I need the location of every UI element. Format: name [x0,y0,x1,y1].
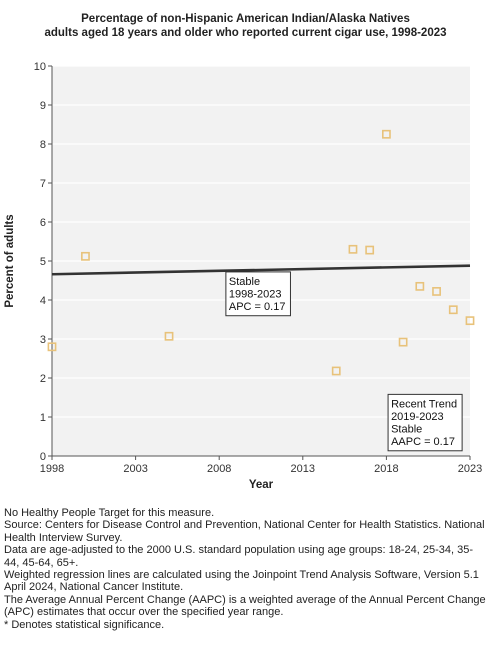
data-point-2000 [81,251,90,261]
x-tick-label-0: 1998 [40,463,64,475]
y-tick-label-4: 4 [40,295,46,307]
chart-title-line-2: adults aged 18 years and older who repor… [44,27,447,39]
note-age-adjustment: Data are age-adjusted to the 2000 U.S. s… [4,544,474,569]
data-point-2015 [331,366,341,376]
data-point-2016 [348,244,358,254]
x-tick-label-1: 2003 [123,463,147,475]
data-point-2019 [398,337,408,347]
data-point-2020 [415,281,425,291]
annotation-2-line-3: Stable [391,424,422,436]
chart-title: Percentage of non-Hispanic American Indi… [0,12,491,40]
data-point-2017 [365,245,375,255]
y-tick-label-7: 7 [40,178,46,190]
y-tick-label-6: 6 [40,217,46,229]
data-point-2021 [432,287,441,296]
annotation-1-line-3: APC = 0.17 [229,301,286,313]
annotation-2-line-2: 2019-2023 [391,411,444,423]
note-significance: * Denotes statistical significance. [4,618,165,631]
data-point-2022 [448,305,458,315]
y-tick-label-5: 5 [40,256,46,268]
data-point-2005 [164,331,174,341]
y-tick-label-8: 8 [40,139,46,151]
note-source: Source: Centers for Disease Control and … [4,519,485,544]
data-point-2018 [381,129,391,139]
note-aapc: The Average Annual Percent Change (AAPC)… [4,593,486,619]
annotation-2-line-1: Recent Trend [391,398,457,410]
y-tick-label-9: 9 [40,100,46,112]
data-point-2023 [465,316,475,326]
annotation-box-1 [225,271,291,317]
chart-title-line-1: Percentage of non-Hispanic American Indi… [81,13,410,25]
trend-line [51,264,471,276]
data-point-1998 [47,342,57,352]
chart-svg: 0 1 2 3 4 5 6 7 8 9 10 1998 2003 2008 2013 2018 2023 Year… [4,61,482,491]
y-tick-label-3: 3 [40,334,46,346]
note-healthy-people: No Healthy People Target for this measur… [4,507,215,519]
note-joinpoint: Weighted regression lines are calculated… [4,569,479,594]
annotation-2-line-4: AAPC = 0.17 [391,436,455,448]
x-tick-label-4: 2018 [374,463,398,475]
x-tick-label-2: 2008 [207,463,231,475]
y-tick-label-10: 10 [34,61,46,73]
annotation-1-line-2: 1998-2023 [229,289,282,301]
y-axis-title: Percent of adults [4,214,16,307]
annotation-1-line-1: Stable [229,276,260,288]
x-axis-title: Year [249,479,274,491]
x-tick-label-3: 2013 [291,463,315,475]
chart-notes: No Healthy People Target for this measur… [4,507,488,631]
y-tick-label-0: 0 [40,451,46,463]
annotation-box-2 [387,393,463,452]
y-tick-label-2: 2 [40,373,46,385]
x-tick-label-5: 2023 [458,463,482,475]
y-tick-label-1: 1 [40,412,46,424]
